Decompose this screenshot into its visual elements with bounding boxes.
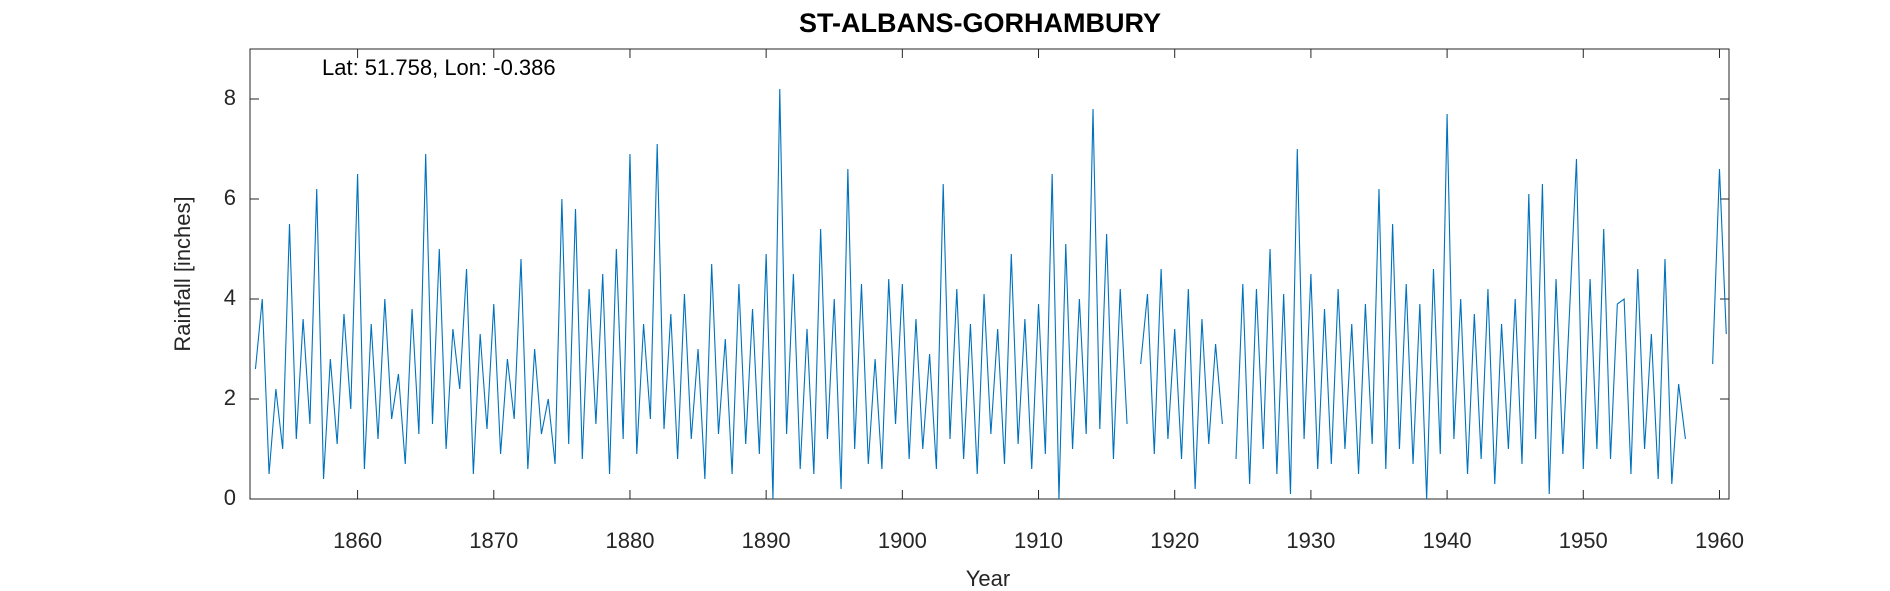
x-tick-label: 1880 <box>605 528 654 553</box>
x-tick-label: 1900 <box>878 528 927 553</box>
x-axis-label: Year <box>966 566 1010 591</box>
y-tick-label: 8 <box>224 85 236 110</box>
annotation: Lat: 51.758, Lon: -0.386 <box>322 55 556 80</box>
x-tick-label: 1940 <box>1423 528 1472 553</box>
x-tick-label: 1920 <box>1150 528 1199 553</box>
y-tick-label: 6 <box>224 185 236 210</box>
x-tick-label: 1930 <box>1286 528 1335 553</box>
y-tick-label: 2 <box>224 385 236 410</box>
y-axis-label: Rainfall [inches] <box>170 196 195 351</box>
x-tick-label: 1860 <box>333 528 382 553</box>
y-tick-label: 0 <box>224 485 236 510</box>
chart-title: ST-ALBANS-GORHAMBURY <box>799 8 1161 38</box>
x-tick-label: 1950 <box>1559 528 1608 553</box>
x-tick-label: 1960 <box>1695 528 1744 553</box>
x-tick-label: 1910 <box>1014 528 1063 553</box>
x-tick-label: 1890 <box>742 528 791 553</box>
x-tick-label: 1870 <box>469 528 518 553</box>
data-line <box>254 88 1727 500</box>
y-tick-label: 4 <box>224 285 236 310</box>
